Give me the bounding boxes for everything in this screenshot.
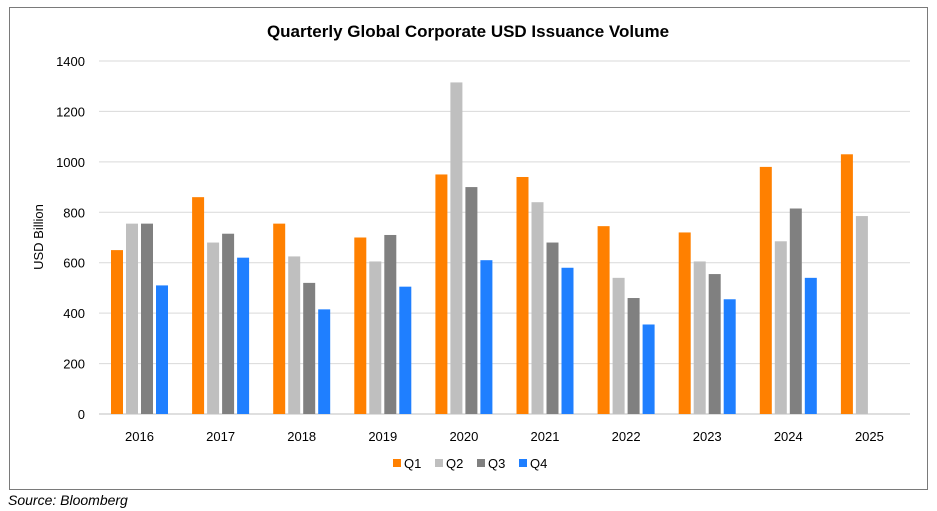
bar-q2-2021 — [531, 202, 544, 414]
legend-label-q4: Q4 — [530, 456, 547, 471]
bar-q3-2020 — [465, 187, 478, 414]
bar-q3-2017 — [222, 233, 235, 414]
source-note: Source: Bloomberg — [8, 492, 128, 508]
legend-swatch-q1 — [393, 459, 401, 467]
x-tick-label: 2025 — [855, 429, 884, 444]
bar-q3-2016 — [141, 223, 153, 414]
bar-q2-2018 — [288, 256, 301, 414]
y-tick-label: 200 — [63, 357, 85, 372]
y-tick-label: 1400 — [56, 54, 85, 69]
bar-q2-2019 — [369, 261, 382, 414]
bar-q4-2022 — [642, 324, 655, 414]
bar-q3-2021 — [546, 242, 559, 414]
bar-q2-2023 — [693, 261, 706, 414]
y-tick-label: 1200 — [56, 104, 85, 119]
bar-q2-2025 — [855, 216, 868, 414]
bar-q4-2018 — [318, 309, 331, 414]
x-tick-label: 2016 — [125, 429, 154, 444]
y-axis-label: USD Billion — [31, 204, 46, 270]
bar-q4-2016 — [156, 285, 168, 414]
bar-q4-2023 — [723, 299, 736, 414]
x-tick-label: 2023 — [693, 429, 722, 444]
bar-q3-2019 — [384, 234, 397, 414]
bar-q2-2017 — [207, 242, 220, 414]
y-tick-label: 0 — [78, 407, 85, 422]
x-tick-label: 2017 — [206, 429, 235, 444]
y-tick-label: 600 — [63, 256, 85, 271]
bar-q4-2019 — [399, 286, 412, 414]
x-tick-label: 2018 — [287, 429, 316, 444]
bar-q1-2020 — [435, 174, 448, 414]
y-tick-label: 1000 — [56, 155, 85, 170]
x-tick-label: 2020 — [449, 429, 478, 444]
legend-label-q2: Q2 — [446, 456, 463, 471]
bar-q3-2018 — [303, 282, 316, 414]
bar-q1-2017 — [192, 197, 205, 414]
y-tick-label: 400 — [63, 306, 85, 321]
bar-q1-2023 — [678, 232, 691, 414]
legend-swatch-q4 — [519, 459, 527, 467]
bars — [111, 82, 868, 415]
bar-q1-2025 — [840, 154, 853, 415]
x-tick-label: 2021 — [531, 429, 560, 444]
chart-title: Quarterly Global Corporate USD Issuance … — [267, 22, 669, 41]
bar-q3-2022 — [627, 298, 640, 414]
bar-q2-2024 — [774, 241, 787, 414]
bar-q4-2020 — [480, 260, 493, 414]
bar-q4-2021 — [561, 267, 574, 414]
bar-q2-2020 — [450, 82, 463, 415]
x-axis-ticks: 2016 2017 2018 2019 2020 2021 2022 2023 2024 2025 — [125, 429, 884, 444]
bar-q4-2024 — [804, 277, 817, 414]
bar-q1-2018 — [273, 223, 286, 414]
legend-label-q1: Q1 — [404, 456, 421, 471]
legend-swatch-q2 — [435, 459, 443, 467]
legend-swatch-q3 — [477, 459, 485, 467]
bar-q3-2024 — [789, 208, 802, 414]
bar-q2-2022 — [612, 277, 625, 414]
x-tick-label: 2019 — [368, 429, 397, 444]
y-tick-label: 800 — [63, 205, 85, 220]
bar-q2-2016 — [126, 223, 138, 414]
x-tick-label: 2024 — [774, 429, 803, 444]
gridlines — [99, 60, 910, 415]
bar-q1-2016 — [111, 250, 123, 414]
bar-chart: Quarterly Global Corporate USD Issuance … — [31, 22, 910, 471]
x-tick-label: 2022 — [612, 429, 641, 444]
bar-q1-2022 — [597, 226, 610, 414]
bar-q1-2019 — [354, 237, 367, 414]
legend: Q1 Q2 Q3 Q4 — [393, 456, 547, 471]
y-axis-ticks: 0 200 400 600 800 1000 1200 1400 — [56, 54, 85, 422]
bar-q3-2023 — [708, 274, 721, 414]
bar-q4-2017 — [237, 257, 250, 414]
bar-q1-2021 — [516, 176, 529, 414]
bar-q1-2024 — [759, 166, 772, 414]
legend-label-q3: Q3 — [488, 456, 505, 471]
